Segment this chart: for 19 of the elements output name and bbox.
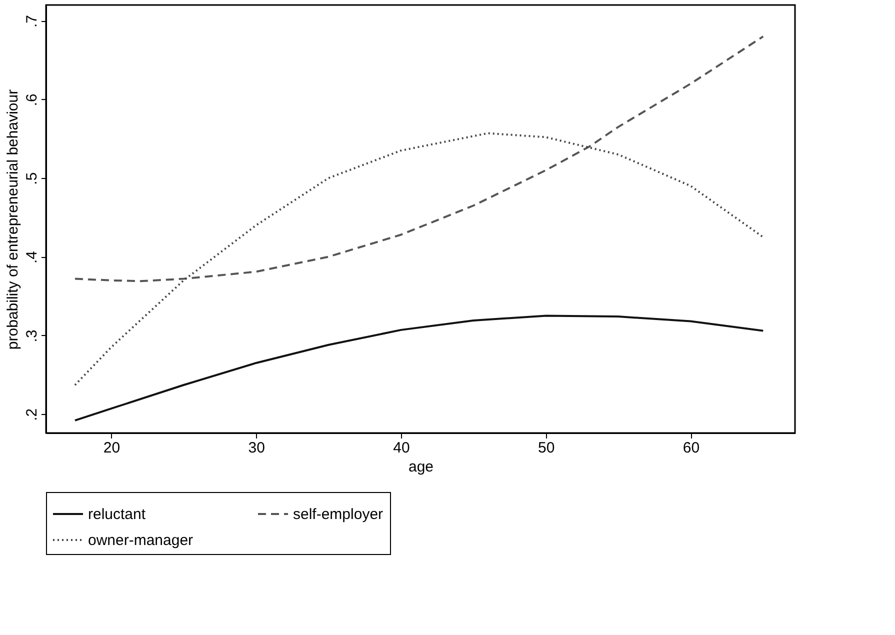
y-tick-label: .5 (24, 172, 40, 185)
y-tick-label: .2 (24, 408, 40, 421)
line-series (74, 35, 764, 282)
y-tick-label: .6 (24, 94, 40, 106)
x-tick-label: 60 (682, 440, 700, 456)
line-series (74, 314, 764, 422)
legend-label: owner-manager (88, 532, 194, 549)
line-series (74, 132, 764, 386)
y-axis-title: probability of entrepreneurial behaviour (4, 89, 22, 350)
x-tick-label: 50 (538, 440, 555, 456)
y-tick-label: .4 (24, 251, 40, 264)
legend-label: self-employer (293, 506, 384, 523)
y-tick-label: .3 (24, 330, 40, 342)
x-tick-label: 40 (393, 440, 410, 456)
legend-label: reluctant (88, 506, 146, 523)
y-tick-label: .7 (24, 14, 40, 28)
x-tick-label: 20 (103, 440, 120, 456)
x-tick-label: 30 (248, 440, 265, 456)
x-axis-title: age (408, 458, 434, 476)
